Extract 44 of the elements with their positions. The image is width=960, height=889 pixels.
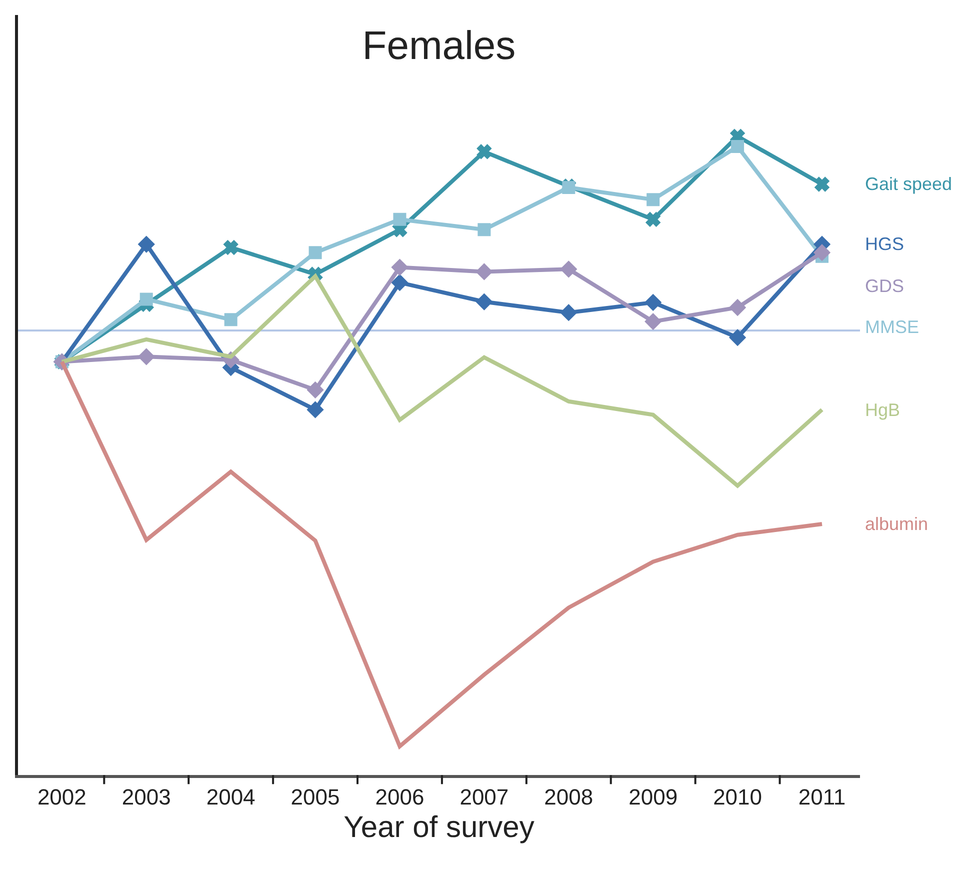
point <box>224 313 238 326</box>
series-label: HGS <box>865 234 904 254</box>
chart-title: Females <box>362 24 516 68</box>
point <box>393 212 406 226</box>
text: albumin <box>865 514 928 534</box>
point <box>729 329 746 346</box>
x-tick-label: 2002 <box>37 784 86 810</box>
point <box>729 299 746 316</box>
x-tick-label: 2010 <box>713 784 762 810</box>
point <box>646 212 660 227</box>
point <box>308 246 322 260</box>
point <box>814 177 830 192</box>
point <box>138 348 155 365</box>
text: Gait speed <box>865 174 952 194</box>
x-tick-label: 2009 <box>628 784 678 810</box>
point <box>138 236 155 252</box>
x-tick-label: 2003 <box>122 784 171 810</box>
text: HgB <box>865 400 900 420</box>
point <box>392 259 408 276</box>
x-axis-title: Year of survey <box>344 810 534 844</box>
point <box>560 261 577 278</box>
point <box>560 304 577 321</box>
x-tick-label: 2004 <box>206 784 256 810</box>
point <box>646 193 660 206</box>
point <box>814 244 830 261</box>
point <box>307 382 324 398</box>
point <box>644 313 662 330</box>
text: MMSE <box>865 317 919 337</box>
point <box>644 294 662 311</box>
point <box>476 264 492 280</box>
point <box>224 240 238 255</box>
point <box>307 402 324 418</box>
point <box>476 144 492 159</box>
point <box>476 294 492 310</box>
text: GDS <box>865 276 904 296</box>
x-tick-label: 2011 <box>798 784 846 810</box>
point <box>392 274 408 291</box>
x-tick-label: 2005 <box>290 784 340 810</box>
point <box>478 223 491 236</box>
point <box>140 292 153 306</box>
point <box>731 140 744 154</box>
x-tick-label: 2007 <box>460 784 509 810</box>
x-tick-label: 2006 <box>375 784 424 810</box>
x-tick-label: 2008 <box>544 784 594 810</box>
